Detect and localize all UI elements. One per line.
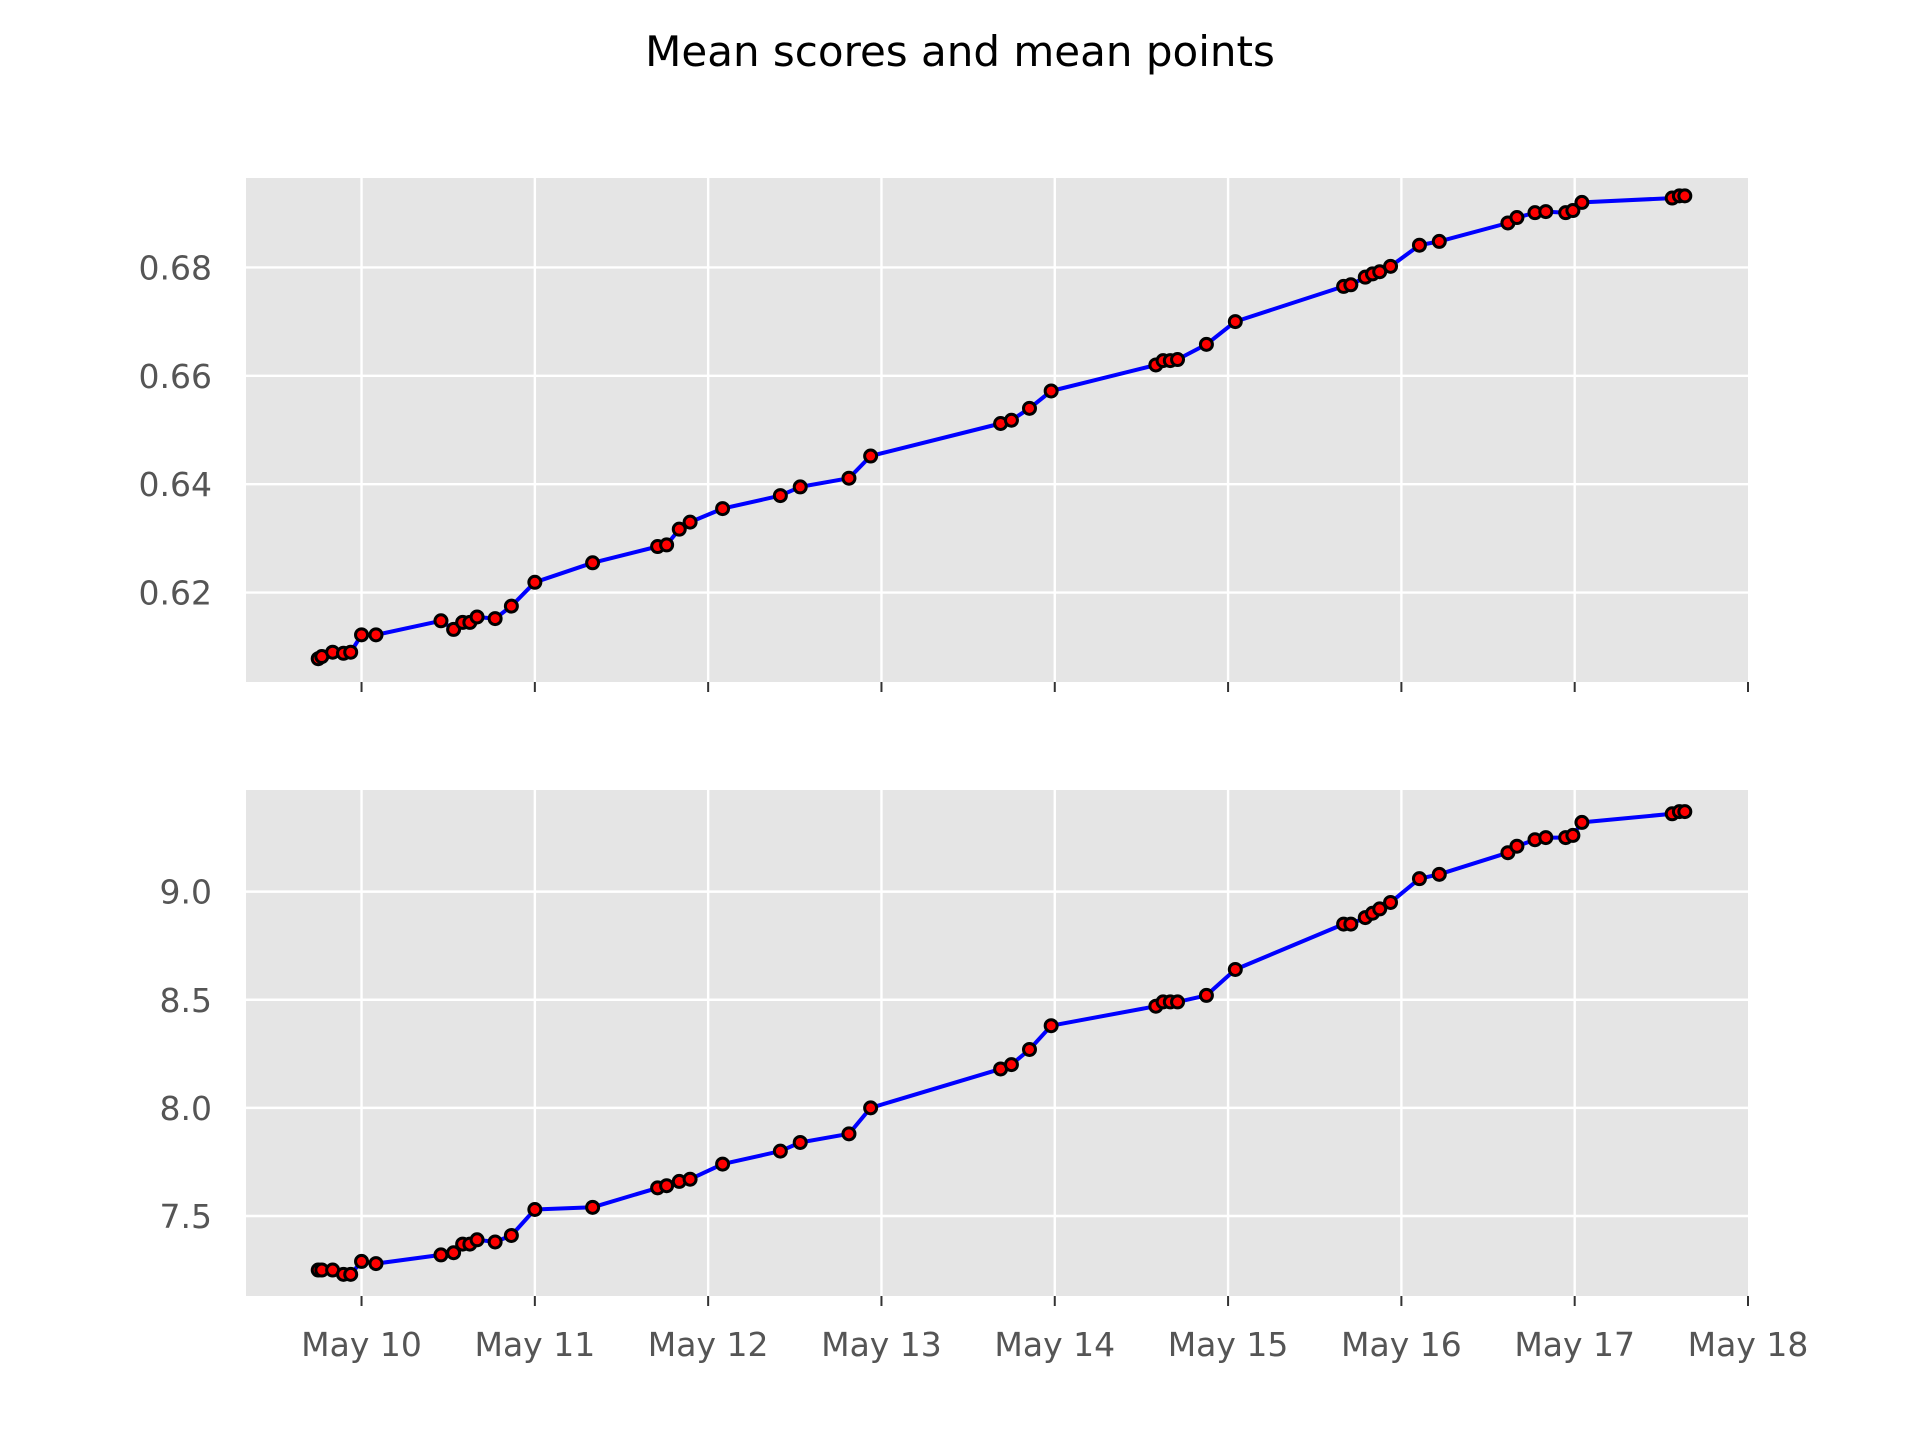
x-tick-label: May 16: [1341, 1325, 1462, 1364]
data-point: [1677, 188, 1693, 204]
data-point: [1170, 352, 1186, 368]
data-point: [1043, 383, 1059, 399]
data-point: [1343, 277, 1359, 293]
data-point: [1509, 838, 1525, 854]
data-point: [585, 1199, 601, 1215]
data-point: [792, 1134, 808, 1150]
data-point: [1565, 203, 1581, 219]
data-point: [1198, 987, 1214, 1003]
data-point: [1198, 336, 1214, 352]
points-panel: May 10 May 11 May 12 May 13 May 14 May 15 May …: [160, 790, 1809, 1364]
data-point: [446, 1245, 462, 1261]
data-point: [585, 555, 601, 571]
data-point: [682, 514, 698, 530]
data-point: [1574, 194, 1590, 210]
x-tick-label: May 10: [301, 1325, 422, 1364]
data-point: [841, 1126, 857, 1142]
data-point: [659, 1178, 675, 1194]
data-point: [469, 609, 485, 625]
data-point: [354, 627, 370, 643]
data-point: [863, 448, 879, 464]
data-point: [863, 1100, 879, 1116]
data-point: [1021, 400, 1037, 416]
data-point: [1411, 237, 1427, 253]
y-tick-label: 0.66: [139, 357, 212, 396]
data-point: [469, 1232, 485, 1248]
data-point: [715, 1156, 731, 1172]
data-point: [1677, 804, 1693, 820]
data-point: [503, 1227, 519, 1243]
chart-title: Mean scores and mean points: [645, 27, 1275, 76]
data-point: [1383, 258, 1399, 274]
scores-panel: 0.62 0.64 0.66 0.68: [139, 178, 1749, 692]
data-point: [433, 613, 449, 629]
y-tick-label: 0.68: [139, 248, 212, 287]
y-tick-label: 8.5: [160, 981, 212, 1020]
y-tick-label: 7.5: [160, 1197, 212, 1236]
data-point: [682, 1171, 698, 1187]
data-point: [527, 574, 543, 590]
data-point: [659, 537, 675, 553]
data-point: [671, 521, 687, 537]
x-tick-label: May 18: [1688, 1325, 1809, 1364]
data-point: [772, 488, 788, 504]
data-point: [433, 1247, 449, 1263]
data-point: [772, 1143, 788, 1159]
data-point: [487, 1234, 503, 1250]
data-point: [1227, 961, 1243, 977]
data-point: [1431, 233, 1447, 249]
data-point: [841, 470, 857, 486]
y-tick-label: 9.0: [160, 873, 212, 912]
data-point: [527, 1202, 543, 1218]
data-point: [1431, 866, 1447, 882]
data-point: [503, 598, 519, 614]
data-point: [1383, 894, 1399, 910]
data-point: [1343, 916, 1359, 932]
data-point: [1372, 901, 1388, 917]
x-tick-label: May 12: [648, 1325, 769, 1364]
data-point: [715, 501, 731, 517]
y-tick-label: 0.62: [139, 574, 212, 613]
data-point: [1227, 314, 1243, 330]
data-point: [1538, 204, 1554, 220]
data-point: [1043, 1018, 1059, 1034]
data-point: [343, 644, 359, 660]
plot-area: [246, 790, 1748, 1296]
data-point: [1170, 994, 1186, 1010]
x-tick-label: May 17: [1514, 1325, 1635, 1364]
x-tick-label: May 14: [994, 1325, 1115, 1364]
x-tick-label: May 15: [1168, 1325, 1289, 1364]
data-point: [343, 1266, 359, 1282]
data-point: [1021, 1041, 1037, 1057]
x-tick-label: May 11: [474, 1325, 595, 1364]
x-tick-label: May 13: [821, 1325, 942, 1364]
y-tick-label: 0.64: [139, 465, 212, 504]
data-point: [368, 627, 384, 643]
data-point: [792, 479, 808, 495]
data-point: [1411, 871, 1427, 887]
data-point: [354, 1253, 370, 1269]
data-point: [1003, 1057, 1019, 1073]
y-tick-label: 8.0: [160, 1089, 212, 1128]
data-point: [1509, 210, 1525, 226]
data-point: [1003, 412, 1019, 428]
data-point: [487, 611, 503, 627]
data-point: [1565, 827, 1581, 843]
data-point: [368, 1256, 384, 1272]
data-point: [1538, 830, 1554, 846]
data-point: [1574, 814, 1590, 830]
